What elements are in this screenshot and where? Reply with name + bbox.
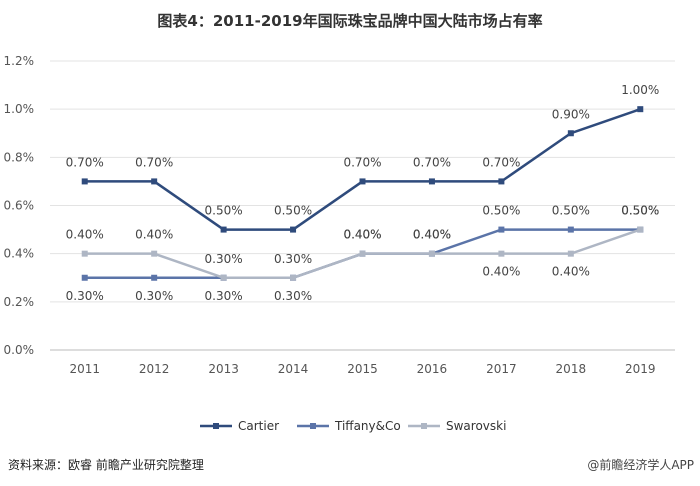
data-point xyxy=(359,250,366,257)
data-label: 0.70% xyxy=(413,155,451,169)
x-tick-label: 2019 xyxy=(625,362,656,376)
data-point xyxy=(567,250,574,257)
data-label: 0.70% xyxy=(66,155,104,169)
data-label: 0.70% xyxy=(343,155,381,169)
data-point xyxy=(290,274,297,281)
data-point xyxy=(220,274,227,281)
data-point xyxy=(428,250,435,257)
data-label: 0.90% xyxy=(552,107,590,121)
data-label: 0.40% xyxy=(413,228,451,242)
x-tick-label: 2015 xyxy=(347,362,378,376)
data-label: 0.40% xyxy=(343,228,381,242)
x-tick-label: 2012 xyxy=(139,362,170,376)
data-label: 0.50% xyxy=(621,204,659,218)
data-point xyxy=(498,250,505,257)
data-label: 0.40% xyxy=(135,228,173,242)
data-point xyxy=(151,274,158,281)
chart-title: 图表4：2011-2019年国际珠宝品牌中国大陆市场占有率 xyxy=(157,12,543,30)
x-tick-label: 2014 xyxy=(278,362,309,376)
data-label: 0.40% xyxy=(343,228,381,242)
y-tick-label: 0.6% xyxy=(4,199,35,213)
data-point xyxy=(567,130,574,137)
y-tick-label: 1.0% xyxy=(4,102,35,116)
data-label: 0.70% xyxy=(482,155,520,169)
data-label: 1.00% xyxy=(621,83,659,97)
data-label: 0.30% xyxy=(274,252,312,266)
data-label: 0.50% xyxy=(482,204,520,218)
data-point xyxy=(81,274,88,281)
data-label: 0.30% xyxy=(274,289,312,303)
data-point xyxy=(637,226,644,233)
data-point xyxy=(498,226,505,233)
data-point xyxy=(567,226,574,233)
x-tick-label: 2018 xyxy=(556,362,587,376)
legend-marker xyxy=(310,423,316,429)
data-label: 0.30% xyxy=(66,289,104,303)
source-note: 资料来源：欧睿 前瞻产业研究院整理 xyxy=(8,458,204,472)
data-point xyxy=(151,250,158,257)
data-label: 0.30% xyxy=(205,252,243,266)
x-tick-label: 2013 xyxy=(208,362,239,376)
x-tick-label: 2017 xyxy=(486,362,517,376)
data-label: 0.40% xyxy=(552,265,590,279)
data-label: 0.40% xyxy=(413,228,451,242)
line-chart: 0.0% 0.2% 0.4% 0.6% 0.8% 1.0% 1.2% 2011 2012 201… xyxy=(4,54,675,433)
data-point xyxy=(290,226,297,233)
data-label: 0.50% xyxy=(205,204,243,218)
y-tick-label: 1.2% xyxy=(4,54,35,68)
data-label: 0.50% xyxy=(274,204,312,218)
data-point xyxy=(151,178,158,185)
data-label: 0.50% xyxy=(552,204,590,218)
data-point xyxy=(81,250,88,257)
legend-label: Tiffany&Co xyxy=(334,419,401,433)
data-point xyxy=(637,106,644,113)
y-tick-label: 0.8% xyxy=(4,150,35,164)
data-label: 0.30% xyxy=(135,289,173,303)
x-tick-label: 2016 xyxy=(417,362,448,376)
data-label: 0.40% xyxy=(66,228,104,242)
data-label: 0.30% xyxy=(205,289,243,303)
legend-marker xyxy=(213,423,219,429)
data-point xyxy=(220,226,227,233)
data-label: 0.50% xyxy=(621,204,659,218)
y-tick-label: 0.0% xyxy=(4,343,35,357)
data-point xyxy=(81,178,88,185)
y-tick-label: 0.4% xyxy=(4,247,35,261)
legend-marker xyxy=(421,423,427,429)
y-tick-label: 0.2% xyxy=(4,295,35,309)
data-point xyxy=(498,178,505,185)
data-label: 0.70% xyxy=(135,155,173,169)
data-point xyxy=(359,178,366,185)
data-point xyxy=(428,178,435,185)
x-tick-label: 2011 xyxy=(69,362,100,376)
legend-label: Swarovski xyxy=(446,419,506,433)
watermark-text: @前瞻经济学人APP xyxy=(587,458,694,472)
legend-label: Cartier xyxy=(238,419,279,433)
data-label: 0.40% xyxy=(482,265,520,279)
